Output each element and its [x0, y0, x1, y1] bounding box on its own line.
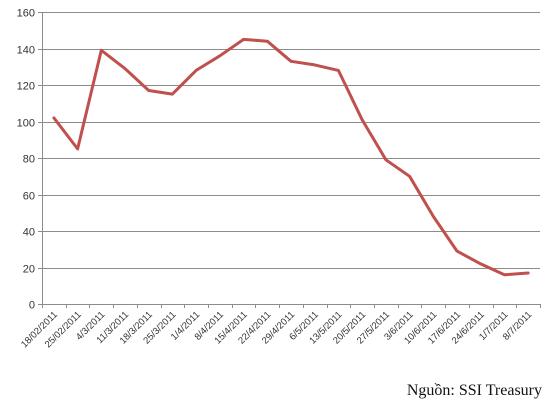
y-tick-label: 80: [23, 154, 35, 166]
y-tick-label: 0: [29, 300, 35, 312]
series-line: [52, 37, 530, 277]
y-tick-label: 100: [17, 118, 35, 130]
y-axis-tick-labels: 0 20 40 60 80 100 120 140 160: [17, 8, 35, 312]
y-tick-label: 40: [23, 227, 35, 239]
series-layer: [52, 37, 530, 277]
x-axis-tick-labels: 18/02/201125/02/20114/3/201111/3/201118/…: [19, 309, 534, 350]
axes: [38, 12, 541, 308]
gridlines: [42, 12, 540, 269]
y-tick-label: 120: [17, 81, 35, 93]
y-tick-label: 160: [17, 8, 35, 20]
y-tick-label: 60: [23, 191, 35, 203]
y-tick-label: 20: [23, 264, 35, 276]
y-tick-label: 140: [17, 45, 35, 57]
source-note: Nguồn: SSI Treasury: [406, 382, 542, 399]
